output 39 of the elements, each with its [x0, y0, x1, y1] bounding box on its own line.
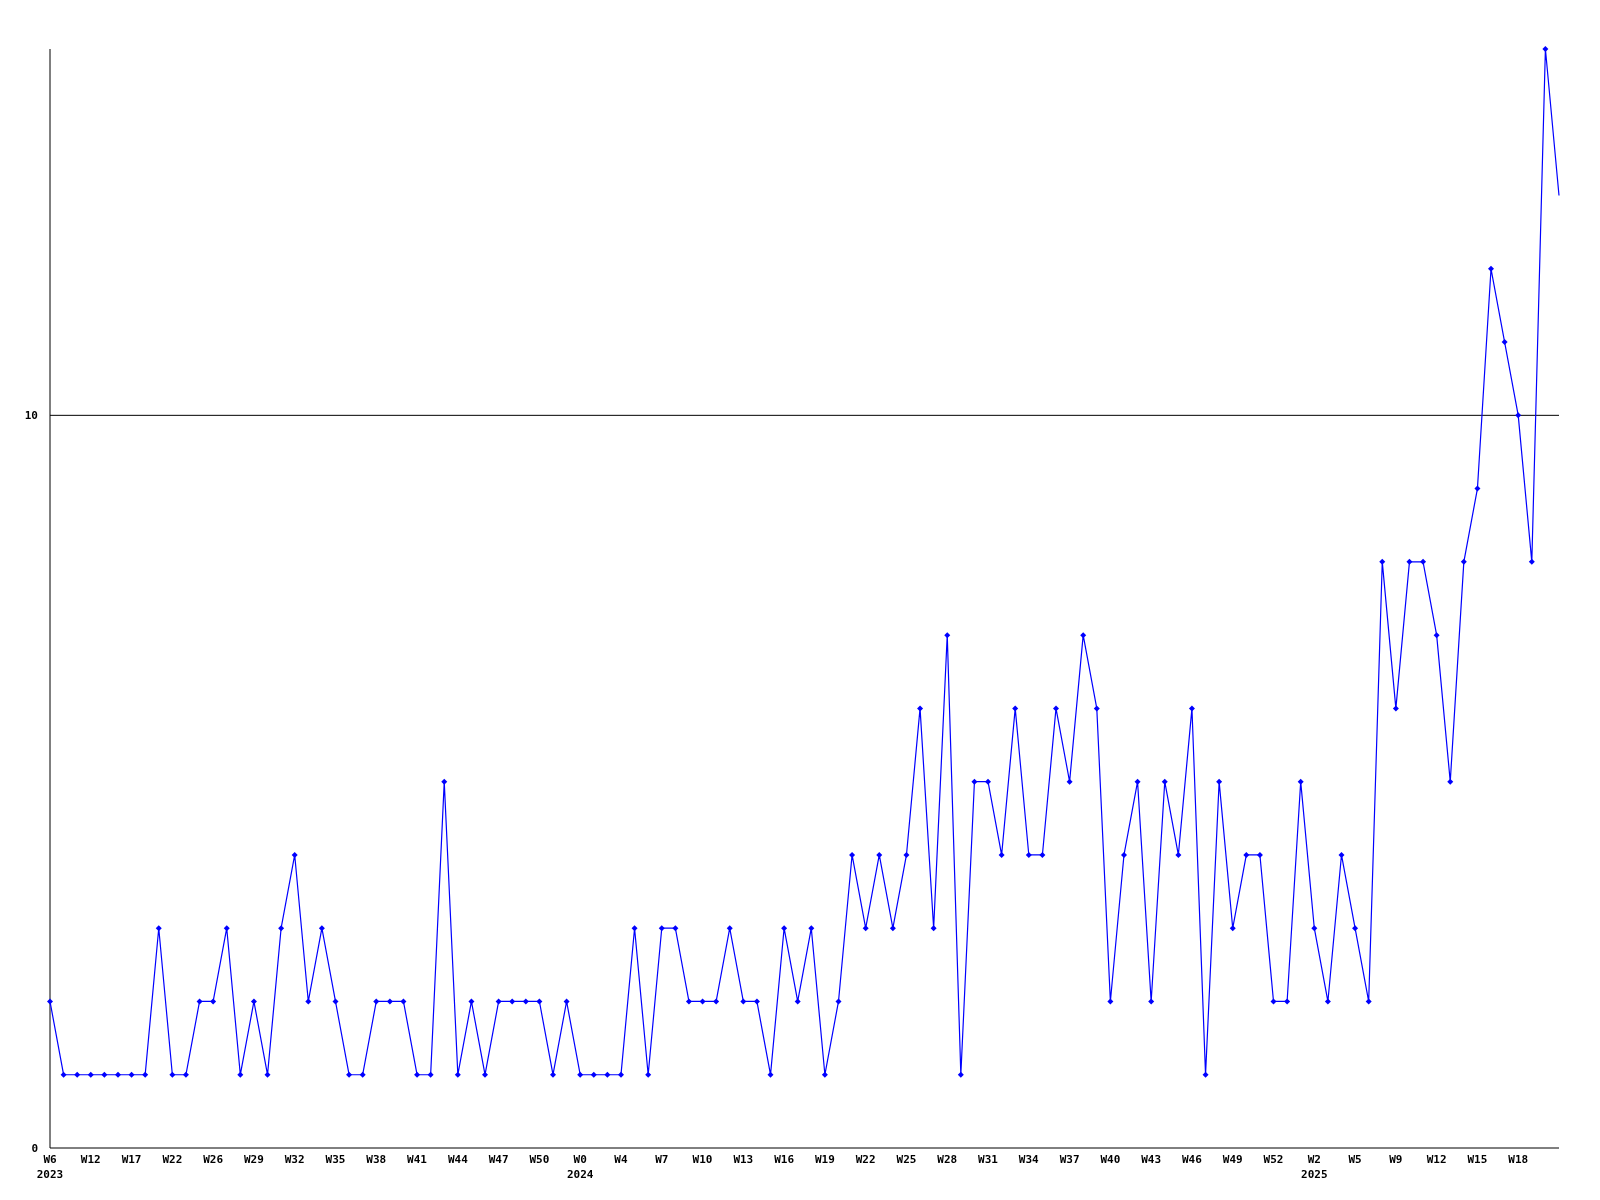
x-tick-label: W12: [80, 1153, 101, 1166]
x-tick-label: W25: [896, 1153, 917, 1166]
x-tick-label: W18: [1508, 1153, 1529, 1166]
x-tick-label: W43: [1141, 1153, 1162, 1166]
x-tick-label: W15: [1467, 1153, 1488, 1166]
x-tick-label: W32: [284, 1153, 305, 1166]
x-tick-label: W5: [1348, 1153, 1362, 1166]
x-tick-label: W49: [1222, 1153, 1243, 1166]
x-tick-label: W26: [203, 1153, 224, 1166]
x-tick-label: W13: [733, 1153, 754, 1166]
x-tick-label: W22: [855, 1153, 876, 1166]
x-tick-label: W0 2024: [566, 1153, 594, 1181]
y-tick-label: 0: [31, 1142, 38, 1155]
x-tick-label: W52: [1263, 1153, 1284, 1166]
x-tick-label: W16: [774, 1153, 795, 1166]
x-tick-label: W12: [1426, 1153, 1447, 1166]
x-tick-label: W19: [814, 1153, 835, 1166]
x-tick-label: W37: [1059, 1153, 1080, 1166]
y-tick-label: 10: [24, 409, 38, 423]
x-tick-label: W4: [614, 1153, 628, 1166]
x-tick-label: W2 2025: [1301, 1153, 1328, 1181]
x-tick-label: W38: [366, 1153, 387, 1166]
x-tick-label: W31: [978, 1153, 999, 1166]
x-tick-label: W22: [162, 1153, 183, 1166]
x-tick-label: W47: [488, 1153, 509, 1166]
x-tick-label: W17: [121, 1153, 142, 1166]
x-tick-label: W46: [1182, 1153, 1203, 1166]
x-tick-label: W50: [529, 1153, 550, 1166]
x-tick-label: W41: [407, 1153, 428, 1166]
x-tick-label: W6 2023: [36, 1153, 64, 1181]
x-tick-label: W35: [325, 1153, 346, 1166]
x-tick-label: W9: [1389, 1153, 1403, 1166]
x-tick-label: W34: [1018, 1153, 1040, 1166]
x-tick-label: W29: [243, 1153, 264, 1166]
x-tick-label: W44: [447, 1153, 469, 1166]
x-tick-label: W40: [1100, 1153, 1121, 1166]
x-tick-label: W7: [655, 1153, 669, 1166]
x-tick-label: W10: [692, 1153, 713, 1166]
x-tick-label: W28: [937, 1153, 958, 1166]
